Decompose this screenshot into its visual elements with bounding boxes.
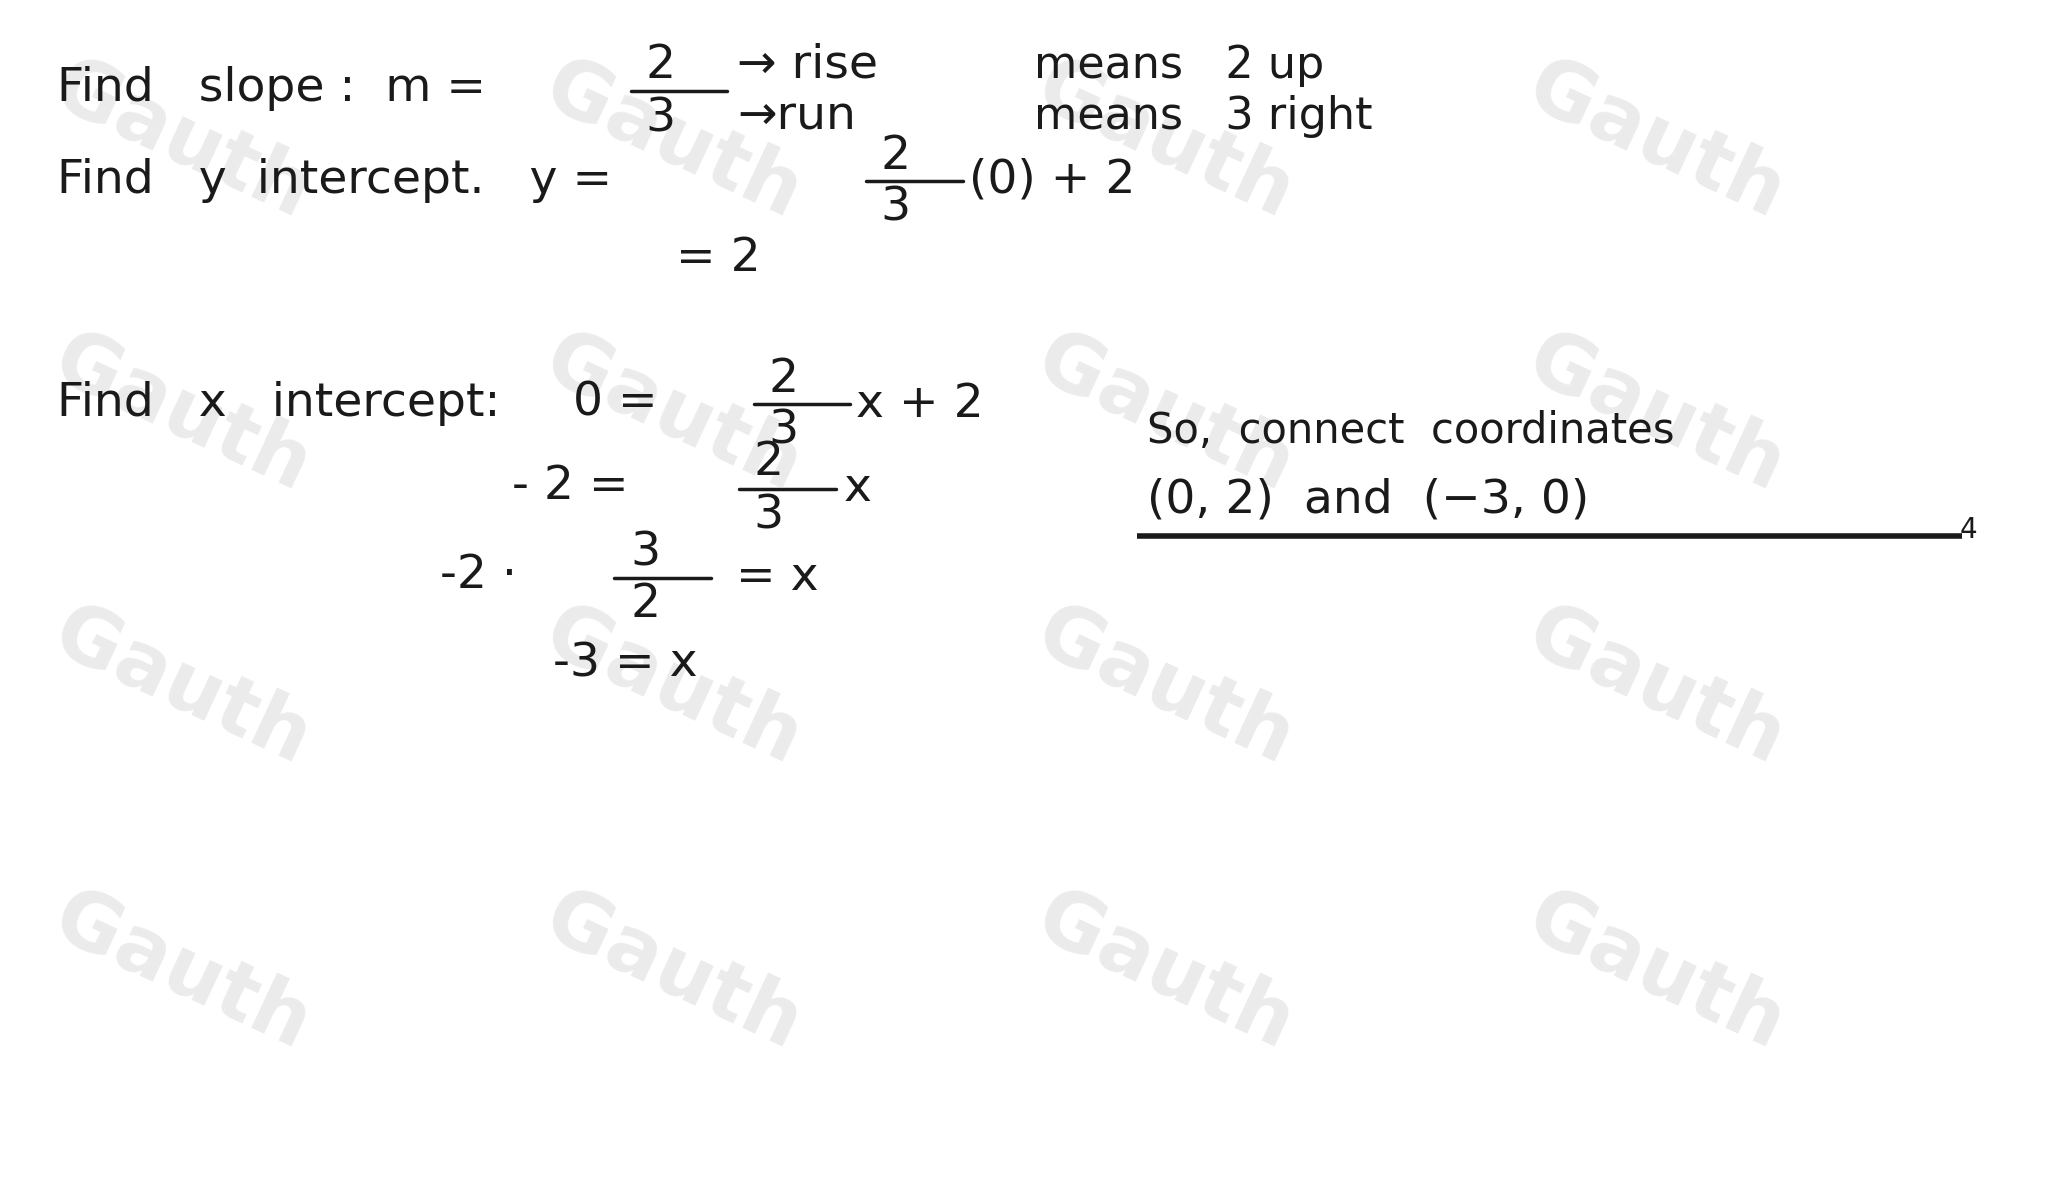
Text: means   2 up: means 2 up bbox=[1034, 44, 1325, 87]
Text: Gauth: Gauth bbox=[1024, 49, 1305, 236]
Text: Gauth: Gauth bbox=[1516, 879, 1796, 1066]
Text: Gauth: Gauth bbox=[532, 594, 813, 782]
Text: Gauth: Gauth bbox=[1516, 49, 1796, 236]
Text: (0, 2)  and  (−3, 0): (0, 2) and (−3, 0) bbox=[1147, 478, 1589, 523]
Text: 3: 3 bbox=[881, 185, 911, 230]
Text: Find   x   intercept:: Find x intercept: bbox=[57, 381, 500, 426]
Text: x: x bbox=[844, 466, 872, 511]
Text: Gauth: Gauth bbox=[1024, 594, 1305, 782]
Text: - 2 =: - 2 = bbox=[512, 464, 643, 509]
Text: Gauth: Gauth bbox=[41, 594, 322, 782]
Text: Find   slope :  m =: Find slope : m = bbox=[57, 66, 502, 111]
Text: 0 =: 0 = bbox=[573, 381, 674, 426]
Text: Find   y  intercept.   y =: Find y intercept. y = bbox=[57, 158, 627, 203]
Text: Gauth: Gauth bbox=[1516, 321, 1796, 509]
Text: = x: = x bbox=[721, 555, 819, 600]
Text: Gauth: Gauth bbox=[532, 49, 813, 236]
Text: 3: 3 bbox=[768, 408, 799, 453]
Text: (0) + 2: (0) + 2 bbox=[969, 158, 1135, 203]
Text: Gauth: Gauth bbox=[1024, 879, 1305, 1066]
Text: 2: 2 bbox=[754, 440, 784, 485]
Text: Gauth: Gauth bbox=[532, 321, 813, 509]
Text: So,  connect  coordinates: So, connect coordinates bbox=[1147, 409, 1675, 452]
Text: 4: 4 bbox=[1960, 516, 1978, 544]
Text: 3: 3 bbox=[754, 493, 784, 538]
Text: 2: 2 bbox=[881, 134, 911, 179]
Text: 2: 2 bbox=[631, 582, 662, 627]
Text: Gauth: Gauth bbox=[532, 879, 813, 1066]
Text: 3: 3 bbox=[631, 530, 662, 575]
Text: → rise: → rise bbox=[737, 43, 879, 88]
Text: means   3 right: means 3 right bbox=[1034, 95, 1372, 138]
Text: Gauth: Gauth bbox=[41, 49, 322, 236]
Text: Gauth: Gauth bbox=[1516, 594, 1796, 782]
Text: Gauth: Gauth bbox=[41, 321, 322, 509]
Text: = 2: = 2 bbox=[676, 236, 760, 281]
Text: -3 = x: -3 = x bbox=[553, 642, 698, 687]
Text: 3: 3 bbox=[645, 96, 676, 141]
Text: 2: 2 bbox=[645, 43, 676, 88]
Text: →run: →run bbox=[737, 94, 856, 139]
Text: 2: 2 bbox=[768, 357, 799, 402]
Text: x + 2: x + 2 bbox=[856, 382, 983, 427]
Text: -2 ·: -2 · bbox=[440, 553, 532, 598]
Text: Gauth: Gauth bbox=[41, 879, 322, 1066]
Text: Gauth: Gauth bbox=[1024, 321, 1305, 509]
